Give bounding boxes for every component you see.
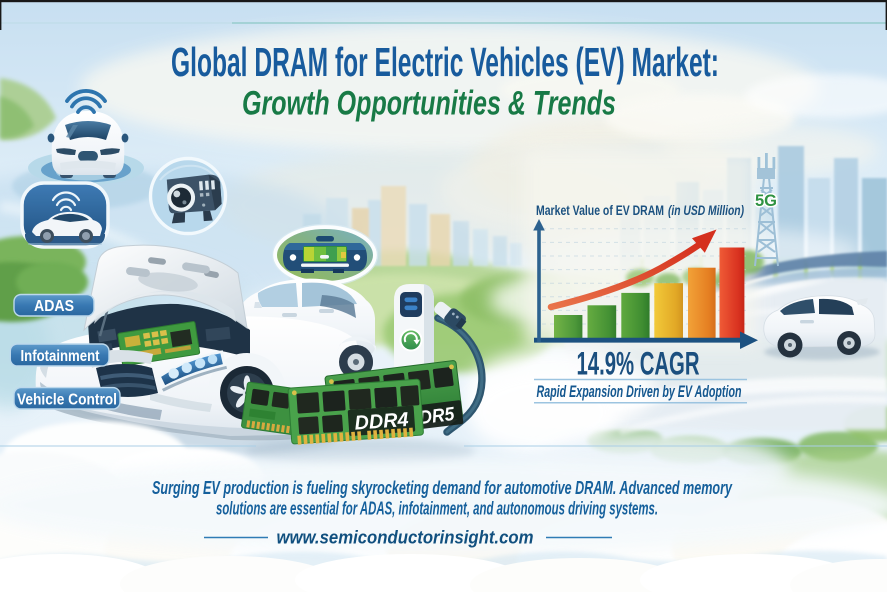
svg-text:5G: 5G xyxy=(755,192,777,210)
svg-text:Market Value of EV DRAM: Market Value of EV DRAM xyxy=(536,203,664,218)
svg-text:Infotainment: Infotainment xyxy=(21,348,101,365)
svg-text:Growth Opportunities & Trends: Growth Opportunities & Trends xyxy=(242,85,616,123)
svg-text:Vehicle Control: Vehicle Control xyxy=(17,392,117,409)
svg-text:Rapid Expansion Driven by EV A: Rapid Expansion Driven by EV Adoption xyxy=(537,382,742,401)
svg-text:(in USD Million): (in USD Million) xyxy=(668,203,744,218)
svg-text:Global DRAM for Electric Vehic: Global DRAM for Electric Vehicles (EV) M… xyxy=(171,39,719,85)
svg-text:Surging EV production is fueli: Surging EV production is fueling skyrock… xyxy=(152,478,733,498)
svg-text:ADAS: ADAS xyxy=(34,298,74,315)
svg-text:www.semiconductorinsight.com: www.semiconductorinsight.com xyxy=(277,528,534,548)
svg-text:solutions are essential for AD: solutions are essential for ADAS, infota… xyxy=(216,499,658,519)
svg-text:DDR4: DDR4 xyxy=(354,409,409,435)
svg-text:14.9% CAGR: 14.9% CAGR xyxy=(577,346,700,382)
